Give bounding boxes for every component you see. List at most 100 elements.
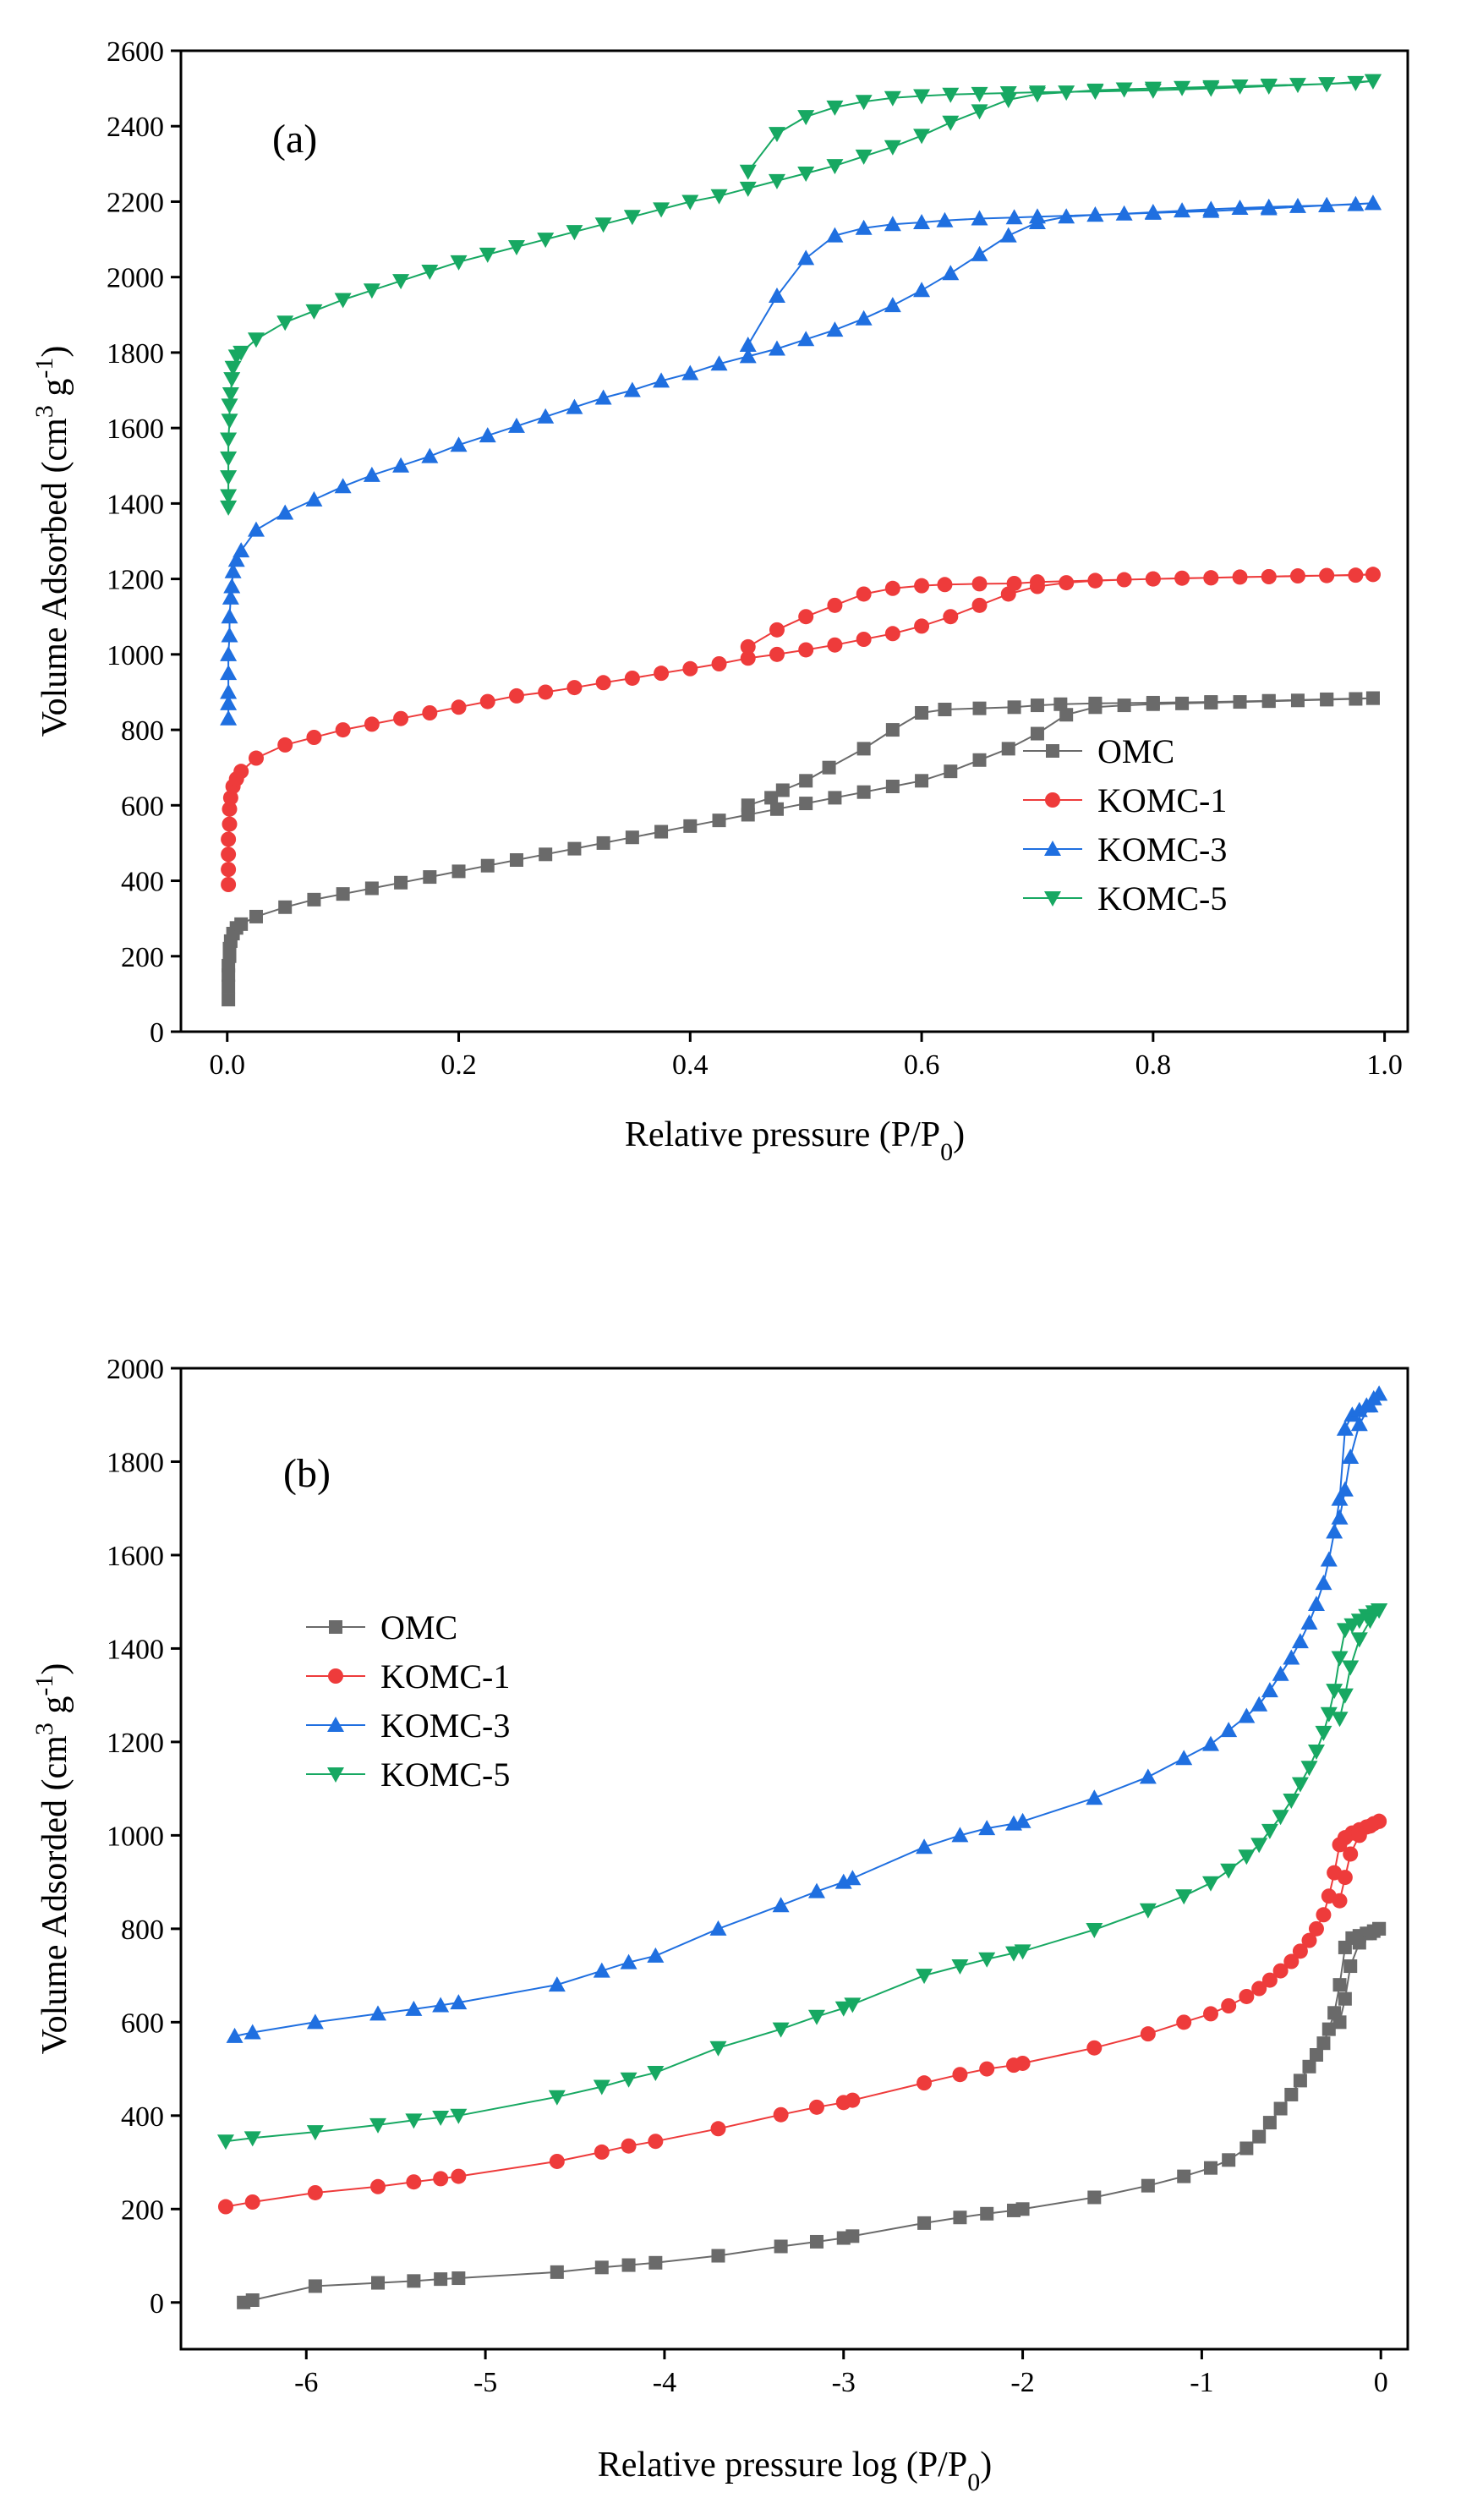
- data-point-komc-1: [222, 801, 238, 817]
- data-point-omc: [1088, 696, 1103, 710]
- series-line-komc-5: [227, 79, 1374, 507]
- x-tick-label: -5: [473, 2367, 497, 2398]
- data-point-komc-1: [971, 597, 988, 613]
- data-point-omc: [769, 802, 784, 816]
- data-point-komc-1: [827, 637, 843, 653]
- data-point-komc-3: [1361, 1397, 1379, 1413]
- data-point-komc-5: [450, 255, 468, 271]
- data-point-komc-5: [1283, 1793, 1300, 1809]
- data-point-komc-3: [739, 348, 757, 364]
- data-point-komc-3: [392, 457, 410, 473]
- data-point-komc-3: [768, 340, 785, 356]
- y-tick-label: 1400: [107, 1634, 164, 1665]
- x-tick-label: 0.0: [210, 1049, 246, 1081]
- data-point-komc-3: [537, 408, 555, 424]
- data-point-komc-1: [538, 684, 554, 700]
- data-point-komc-1: [798, 642, 814, 658]
- data-point-komc-1: [221, 846, 237, 863]
- data-point-omc: [308, 2279, 322, 2293]
- data-point-komc-3: [1347, 195, 1365, 211]
- y-tick-label: 1800: [107, 338, 164, 370]
- data-point-komc-1: [1292, 1943, 1308, 1959]
- legend-marker-komc-1: [1045, 792, 1060, 808]
- data-point-omc: [234, 917, 249, 931]
- data-point-komc-1: [594, 2144, 610, 2160]
- data-point-omc: [1261, 693, 1276, 708]
- legend-label-komc-3: KOMC-3: [380, 1706, 510, 1745]
- data-point-komc-3: [1220, 1722, 1238, 1738]
- data-point-omc: [915, 774, 929, 788]
- panel-b-legend: OMC KOMC-1 KOMC-3 KOMC-5: [306, 1608, 510, 1794]
- data-point-komc-3: [566, 398, 583, 414]
- data-point-komc-5: [369, 2117, 387, 2134]
- data-point-komc-5: [1318, 77, 1336, 93]
- data-point-omc: [1059, 708, 1074, 722]
- panel-a-tag: (a): [272, 117, 317, 162]
- data-point-komc-5: [1175, 1889, 1193, 1905]
- data-point-komc-3: [305, 490, 323, 507]
- data-point-komc-1: [1301, 1932, 1317, 1948]
- data-point-komc-1: [233, 764, 249, 780]
- data-point-komc-5: [855, 95, 873, 111]
- data-point-komc-3: [1250, 1696, 1268, 1712]
- data-point-komc-3: [999, 227, 1017, 243]
- data-point-komc-3: [220, 694, 238, 710]
- x-tick-label: -4: [653, 2367, 676, 2398]
- panel-b-ylabel: Volume Adsorded (cm3 g-1): [30, 1663, 75, 2055]
- y-tick-label: 1400: [107, 489, 164, 520]
- data-point-komc-3: [797, 249, 815, 266]
- data-point-omc: [451, 2271, 466, 2286]
- data-point-komc-1: [740, 638, 756, 655]
- data-point-komc-1: [1174, 570, 1190, 586]
- data-point-komc-1: [711, 656, 727, 671]
- data-point-omc: [1320, 692, 1334, 706]
- x-tick-label: 0.2: [440, 1049, 477, 1081]
- data-point-komc-3: [884, 297, 901, 313]
- data-point-omc: [1015, 2202, 1030, 2216]
- data-point-komc-1: [1251, 1980, 1267, 1997]
- data-point-komc-1: [1316, 1907, 1332, 1923]
- data-point-komc-3: [826, 227, 844, 243]
- data-point-komc-3: [594, 389, 612, 405]
- data-point-komc-1: [1203, 570, 1219, 586]
- panel-b: -6 -5 -4 -3 -2 -1 0 0 200 400 600 800 1000 1200 1400 1…: [30, 1354, 1409, 2496]
- data-point-komc-1: [433, 2171, 449, 2187]
- data-point-komc-1: [451, 2168, 467, 2184]
- data-point-omc: [1030, 726, 1044, 741]
- data-point-komc-1: [624, 670, 640, 686]
- data-point-komc-3: [1350, 1416, 1368, 1432]
- legend-label-komc-5: KOMC-5: [1097, 879, 1227, 918]
- data-point-komc-1: [740, 650, 756, 666]
- data-point-komc-3: [797, 331, 815, 347]
- data-point-omc: [222, 979, 236, 994]
- x-tick-label: 1.0: [1366, 1049, 1403, 1081]
- legend-label-komc-3: KOMC-3: [1097, 830, 1227, 868]
- data-point-omc: [764, 791, 779, 805]
- data-point-komc-3: [1144, 204, 1162, 220]
- data-point-komc-1: [943, 609, 959, 625]
- data-point-komc-5: [1220, 1863, 1238, 1879]
- data-point-komc-5: [1326, 1684, 1343, 1700]
- data-point-komc-5: [1250, 1838, 1268, 1854]
- data-point-omc: [594, 2260, 609, 2275]
- data-point-komc-5: [653, 202, 670, 218]
- y-tick-label: 2200: [107, 187, 164, 218]
- data-point-komc-3: [1291, 1633, 1309, 1649]
- y-tick-label: 2000: [107, 1354, 164, 1385]
- data-point-komc-5: [709, 2041, 727, 2057]
- y-tick-label: 2000: [107, 263, 164, 294]
- data-point-komc-5: [1139, 1903, 1157, 1919]
- data-point-komc-1: [451, 699, 467, 715]
- data-point-komc-1: [621, 2138, 637, 2154]
- legend-marker-omc: [329, 1620, 342, 1634]
- data-point-komc-1: [1116, 572, 1132, 588]
- data-point-komc-5: [392, 274, 410, 290]
- data-point-komc-1: [937, 577, 953, 593]
- data-point-komc-5: [1320, 1706, 1338, 1723]
- data-point-komc-3: [1174, 202, 1191, 218]
- x-tick-label: 0.8: [1135, 1049, 1172, 1081]
- data-point-komc-1: [479, 693, 495, 709]
- data-point-omc: [1290, 693, 1305, 708]
- data-point-komc-1: [406, 2174, 422, 2190]
- data-point-komc-5: [244, 2131, 261, 2147]
